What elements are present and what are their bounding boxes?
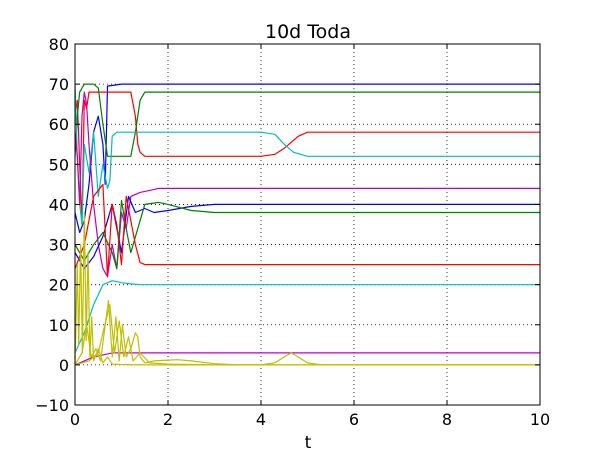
y-tick-label: 40 bbox=[49, 195, 69, 214]
x-axis-label: t bbox=[305, 433, 312, 450]
y-tick-label: 80 bbox=[49, 35, 69, 54]
x-tick-label: 10 bbox=[530, 410, 550, 429]
y-tick-label: 60 bbox=[49, 115, 69, 134]
y-tick-label: −10 bbox=[35, 396, 69, 415]
y-tick-label: 0 bbox=[59, 356, 69, 375]
x-tick-label: 8 bbox=[442, 410, 452, 429]
series-line-8 bbox=[75, 183, 540, 278]
y-tick-label: 70 bbox=[49, 75, 69, 94]
series-line-10 bbox=[75, 352, 540, 366]
y-tick-label: 10 bbox=[49, 316, 69, 335]
series-line-6 bbox=[75, 195, 540, 270]
y-tick-label: 50 bbox=[49, 155, 69, 174]
x-tick-label: 4 bbox=[256, 410, 266, 429]
x-tick-label: 0 bbox=[70, 410, 80, 429]
y-tick-label: 30 bbox=[49, 236, 69, 255]
plot-frame bbox=[74, 43, 541, 406]
series-line-12 bbox=[75, 300, 540, 366]
x-tick-label: 2 bbox=[163, 410, 173, 429]
series-line-3 bbox=[75, 83, 540, 157]
series-line-1 bbox=[75, 83, 540, 234]
series-line-4 bbox=[75, 84, 540, 226]
series-line-13 bbox=[75, 304, 540, 366]
y-tick-label: 20 bbox=[49, 276, 69, 295]
chart-title: 10d Toda bbox=[265, 21, 351, 43]
series-line-9 bbox=[75, 280, 540, 354]
data-series bbox=[75, 83, 540, 366]
x-tick-label: 6 bbox=[349, 410, 359, 429]
series-line-5 bbox=[75, 91, 540, 278]
